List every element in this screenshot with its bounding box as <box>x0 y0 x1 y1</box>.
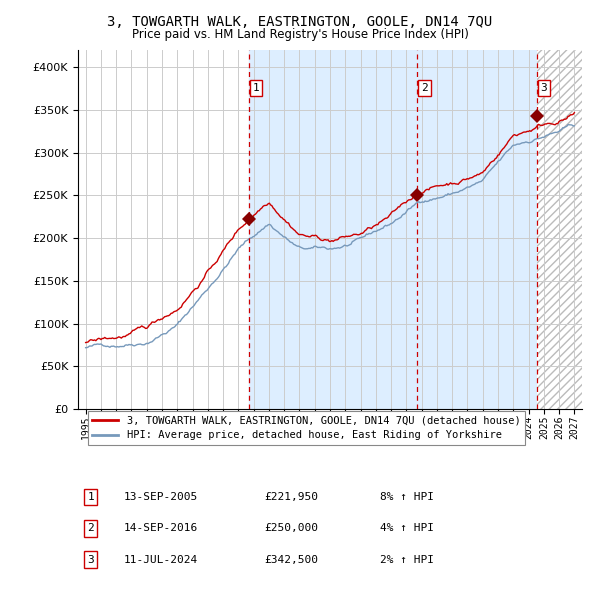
Bar <box>249 50 536 409</box>
Text: Price paid vs. HM Land Registry's House Price Index (HPI): Price paid vs. HM Land Registry's House … <box>131 28 469 41</box>
Text: £250,000: £250,000 <box>265 523 319 533</box>
Text: 8% ↑ HPI: 8% ↑ HPI <box>380 492 434 502</box>
Text: 3: 3 <box>541 83 547 93</box>
Text: 3, TOWGARTH WALK, EASTRINGTON, GOOLE, DN14 7QU: 3, TOWGARTH WALK, EASTRINGTON, GOOLE, DN… <box>107 15 493 29</box>
Text: 2: 2 <box>421 83 428 93</box>
Text: 4% ↑ HPI: 4% ↑ HPI <box>380 523 434 533</box>
Text: £342,500: £342,500 <box>265 555 319 565</box>
Bar <box>536 50 582 409</box>
Text: 13-SEP-2005: 13-SEP-2005 <box>124 492 197 502</box>
Text: 2% ↑ HPI: 2% ↑ HPI <box>380 555 434 565</box>
Text: 3: 3 <box>87 555 94 565</box>
Legend: 3, TOWGARTH WALK, EASTRINGTON, GOOLE, DN14 7QU (detached house), HPI: Average pr: 3, TOWGARTH WALK, EASTRINGTON, GOOLE, DN… <box>88 411 525 445</box>
Text: 2: 2 <box>87 523 94 533</box>
Text: 14-SEP-2016: 14-SEP-2016 <box>124 523 197 533</box>
Text: 11-JUL-2024: 11-JUL-2024 <box>124 555 197 565</box>
Text: 1: 1 <box>87 492 94 502</box>
Text: £221,950: £221,950 <box>265 492 319 502</box>
Text: 1: 1 <box>253 83 260 93</box>
